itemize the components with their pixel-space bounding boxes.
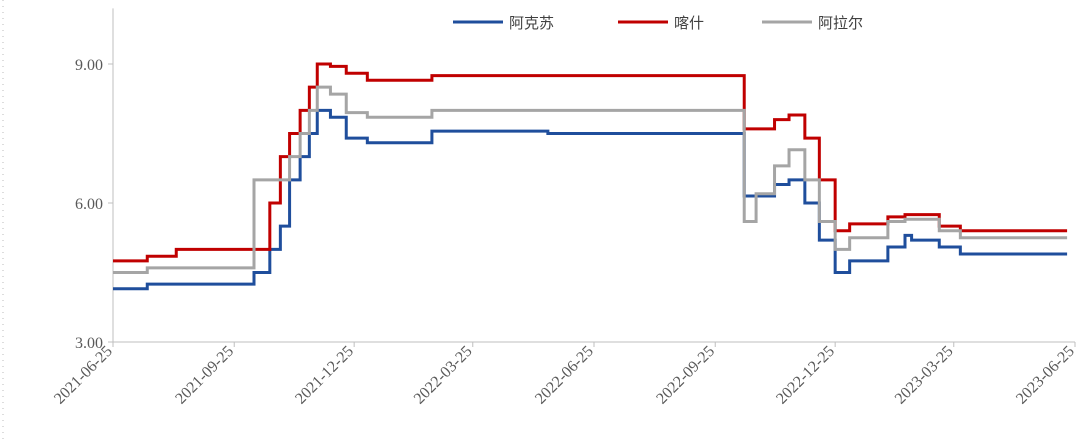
x-tick-label: 2022-09-25	[653, 343, 718, 408]
y-tick-label: 6.00	[75, 196, 103, 213]
legend-label: 阿克苏	[509, 14, 554, 32]
x-tick-label: 2022-12-25	[773, 343, 838, 408]
series-line	[113, 85, 1068, 274]
y-tick-label: 3.00	[75, 335, 103, 352]
x-tick-label: 2021-06-25	[51, 343, 116, 408]
x-tick-label: 2023-03-25	[892, 343, 957, 408]
legend-label: 阿拉尔	[818, 14, 863, 32]
x-tick-label: 2022-06-25	[532, 343, 597, 408]
legend-label: 喀什	[674, 14, 704, 32]
y-tick-label: 9.00	[75, 57, 103, 74]
series-line	[113, 62, 1068, 263]
x-tick-label: 2021-12-25	[292, 343, 357, 408]
x-tick-label: 2022-03-25	[411, 343, 476, 408]
series-line	[113, 108, 1068, 291]
x-tick-label: 2021-09-25	[172, 343, 237, 408]
x-tick-label: 2023-06-25	[1013, 343, 1078, 408]
